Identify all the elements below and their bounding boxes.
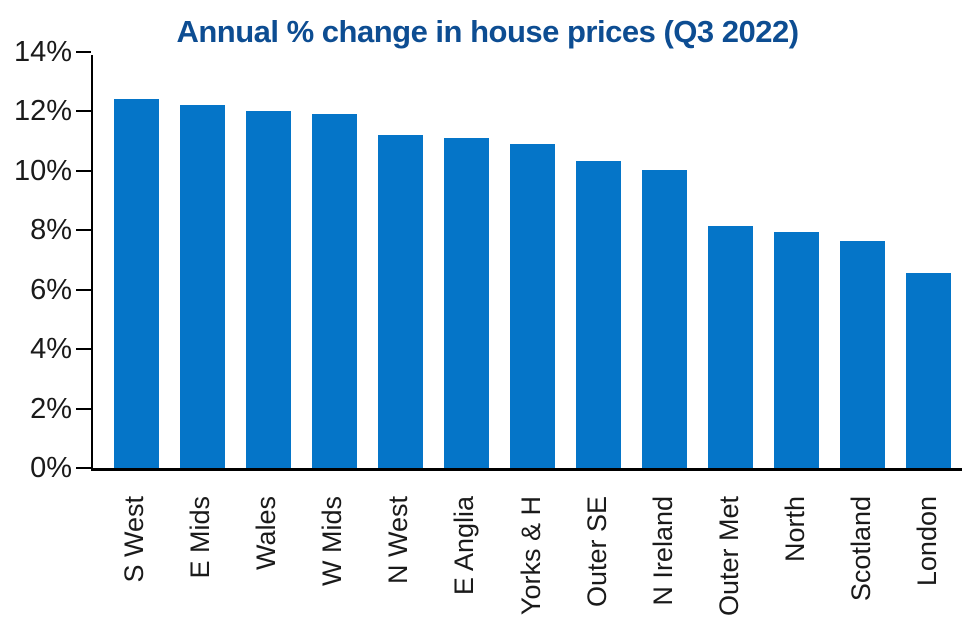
x-label: S West <box>119 496 150 583</box>
bar <box>443 137 489 468</box>
bar-cell <box>103 55 169 468</box>
y-tick-label: 14% <box>13 36 72 68</box>
bar-cell <box>896 55 962 468</box>
x-label-cell: London <box>894 496 960 632</box>
x-label-cell: Outer Met <box>696 496 762 632</box>
x-label-cell: E Anglia <box>431 496 497 632</box>
bar <box>708 226 754 468</box>
bar <box>840 240 886 468</box>
x-label-cell: Scotland <box>828 496 894 632</box>
x-label-cell: North <box>762 496 828 632</box>
bar <box>179 105 225 468</box>
x-label-cell: N Ireland <box>630 496 696 632</box>
x-label: Wales <box>251 496 282 571</box>
y-tick-mark <box>76 229 91 232</box>
y-tick-label: 0% <box>30 452 72 484</box>
bar <box>774 232 820 468</box>
bar <box>113 99 159 468</box>
x-label-cell: S West <box>101 496 167 632</box>
x-label-cell: Wales <box>233 496 299 632</box>
y-tick-mark <box>76 288 91 291</box>
y-tick-mark <box>76 467 91 469</box>
bar <box>906 273 952 468</box>
y-tick-mark <box>76 407 91 410</box>
x-label: W Mids <box>317 496 348 586</box>
x-axis-labels: S West E Mids Wales W Mids N West E Anglia Yor… <box>101 496 960 632</box>
bar <box>245 111 291 468</box>
x-label-cell: Yorks & H <box>497 496 563 632</box>
bar-cell <box>235 55 301 468</box>
bar <box>377 134 423 468</box>
bar-cell <box>764 55 830 468</box>
bar-cell <box>632 55 698 468</box>
y-tick-mark <box>76 348 91 351</box>
x-label: Scotland <box>845 496 876 602</box>
bar-cell <box>698 55 764 468</box>
bar-cell <box>433 55 499 468</box>
y-tick-mark <box>76 169 91 172</box>
bars-container <box>103 55 962 468</box>
bar <box>642 170 688 468</box>
y-tick-label: 8% <box>30 214 72 247</box>
x-label: Outer Met <box>713 496 744 617</box>
x-label: Outer SE <box>581 496 612 608</box>
bar-cell <box>169 55 235 468</box>
x-label: E Anglia <box>449 496 480 596</box>
bar <box>510 143 555 468</box>
x-label: N Ireland <box>647 496 678 606</box>
x-label-cell: N West <box>365 496 431 632</box>
y-tick-label: 2% <box>30 392 72 425</box>
y-tick-mark <box>76 51 91 53</box>
y-tick-mark <box>76 110 91 113</box>
y-tick-label: 12% <box>13 95 72 128</box>
x-label: Yorks & H <box>515 496 546 616</box>
x-label-cell: W Mids <box>299 496 365 632</box>
bar-cell <box>566 55 632 468</box>
bar <box>576 161 622 468</box>
chart-title: Annual % change in house prices (Q3 2022… <box>176 14 799 49</box>
y-tick-label: 6% <box>30 273 72 306</box>
bar-cell <box>301 55 367 468</box>
x-label: E Mids <box>185 496 216 579</box>
bar-cell <box>499 55 565 468</box>
bar-cell <box>830 55 896 468</box>
bar-cell <box>367 55 433 468</box>
x-label-cell: E Mids <box>167 496 233 632</box>
x-label: London <box>911 496 942 587</box>
bar <box>311 114 357 468</box>
x-label: N West <box>383 496 414 585</box>
x-label-cell: Outer SE <box>564 496 630 632</box>
x-label: North <box>779 496 810 563</box>
plot-area: 0% 2% 4% 6% 8% 10% 12% 14% <box>14 37 962 483</box>
y-tick-label: 4% <box>30 333 72 366</box>
y-tick-label: 10% <box>13 154 72 187</box>
